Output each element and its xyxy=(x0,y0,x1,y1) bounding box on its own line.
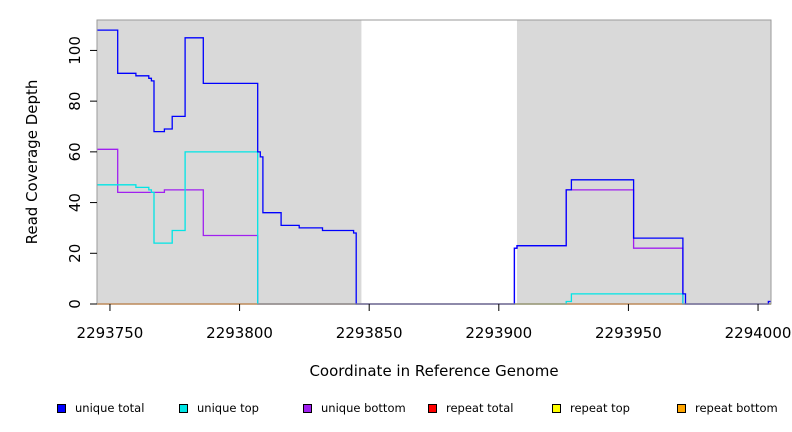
legend-swatch xyxy=(428,403,437,413)
legend-label: repeat top xyxy=(570,401,630,415)
legend-item: repeat top xyxy=(552,401,630,415)
legend-label: unique total xyxy=(75,401,145,415)
y-axis-title: Read Coverage Depth xyxy=(23,79,41,245)
shaded-region-1 xyxy=(516,20,771,304)
y-tick-label: 0 xyxy=(66,299,84,309)
legend-item: repeat total xyxy=(428,401,513,415)
legend-item: unique total xyxy=(57,401,144,415)
chart-legend: unique total unique top unique bottom repea… xyxy=(0,401,792,417)
y-tick-label: 80 xyxy=(66,92,84,111)
legend-swatch xyxy=(677,403,686,413)
y-tick-label: 40 xyxy=(66,193,84,212)
legend-swatch xyxy=(57,403,66,413)
legend-item: repeat bottom xyxy=(677,401,778,415)
legend-swatch xyxy=(552,403,561,413)
series-line-unique-total xyxy=(97,29,771,305)
legend-item: unique bottom xyxy=(303,401,406,415)
legend-label: repeat bottom xyxy=(695,401,778,415)
legend-swatch xyxy=(179,403,188,413)
x-tick-label: 2293800 xyxy=(206,324,273,342)
x-tick-label: 2293750 xyxy=(77,324,144,342)
y-tick-label: 100 xyxy=(66,36,84,65)
x-tick-label: 2293850 xyxy=(336,324,403,342)
x-tick-label: 2293950 xyxy=(595,324,662,342)
series-line-unique-top xyxy=(97,151,771,305)
legend-label: unique bottom xyxy=(321,401,406,415)
legend-item: unique top xyxy=(179,401,259,415)
legend-label: repeat total xyxy=(446,401,514,415)
x-tick-label: 2294000 xyxy=(725,324,792,342)
y-tick-label: 60 xyxy=(66,142,84,161)
plot-border xyxy=(96,19,772,305)
legend-label: unique top xyxy=(197,401,259,415)
y-tick-label: 20 xyxy=(66,244,84,263)
x-axis-title: Coordinate in Reference Genome xyxy=(309,362,559,380)
x-tick-label: 2293900 xyxy=(465,324,532,342)
legend-swatch xyxy=(303,403,312,413)
shaded-region-0 xyxy=(97,20,362,304)
